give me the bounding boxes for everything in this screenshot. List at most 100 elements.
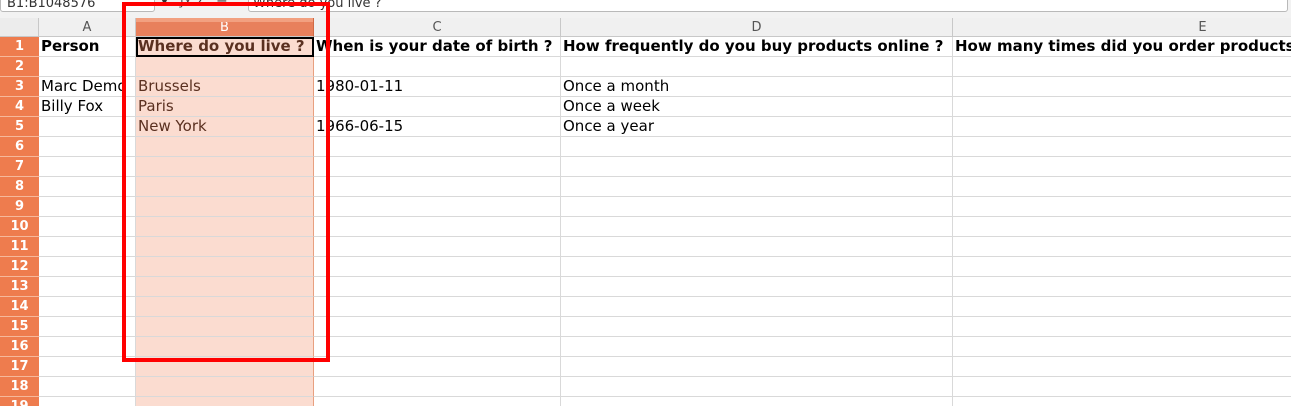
cell-e3[interactable] [953, 77, 1291, 97]
row-header-10[interactable]: 10 [0, 217, 39, 237]
cell-d13[interactable] [561, 277, 953, 297]
cell-b13[interactable] [136, 277, 314, 297]
cell-d16[interactable] [561, 337, 953, 357]
cell-d2[interactable] [561, 57, 953, 77]
cell-d1[interactable]: How frequently do you buy products onlin… [561, 37, 953, 57]
cell-a5[interactable] [39, 117, 136, 137]
cell-e18[interactable] [953, 377, 1291, 397]
cell-d19[interactable] [561, 397, 953, 406]
cell-a4[interactable]: Billy Fox [39, 97, 136, 117]
cell-b10[interactable] [136, 217, 314, 237]
cell-c12[interactable] [314, 257, 561, 277]
cell-b14[interactable] [136, 297, 314, 317]
cell-e15[interactable] [953, 317, 1291, 337]
cell-d12[interactable] [561, 257, 953, 277]
cell-a2[interactable] [39, 57, 136, 77]
cell-c6[interactable] [314, 137, 561, 157]
cell-e19[interactable] [953, 397, 1291, 406]
cell-a3[interactable]: Marc Demo [39, 77, 136, 97]
cell-a17[interactable] [39, 357, 136, 377]
cell-d7[interactable] [561, 157, 953, 177]
cell-e2[interactable] [953, 57, 1291, 77]
row-header-17[interactable]: 17 [0, 357, 39, 377]
row-header-12[interactable]: 12 [0, 257, 39, 277]
row-header-1[interactable]: 1 [0, 37, 39, 57]
cell-c13[interactable] [314, 277, 561, 297]
cell-b16[interactable] [136, 337, 314, 357]
cell-a14[interactable] [39, 297, 136, 317]
cell-b19[interactable] [136, 397, 314, 406]
row-header-13[interactable]: 13 [0, 277, 39, 297]
cell-e16[interactable] [953, 337, 1291, 357]
cell-d17[interactable] [561, 357, 953, 377]
cell-d8[interactable] [561, 177, 953, 197]
cell-d10[interactable] [561, 217, 953, 237]
cell-a6[interactable] [39, 137, 136, 157]
cell-b6[interactable] [136, 137, 314, 157]
cell-c14[interactable] [314, 297, 561, 317]
cell-e17[interactable] [953, 357, 1291, 377]
cell-e6[interactable] [953, 137, 1291, 157]
row-header-19[interactable]: 19 [0, 397, 39, 406]
cell-a13[interactable] [39, 277, 136, 297]
row-header-5[interactable]: 5 [0, 117, 39, 137]
select-all-corner[interactable] [0, 18, 39, 37]
cell-e9[interactable] [953, 197, 1291, 217]
cell-c7[interactable] [314, 157, 561, 177]
cell-c15[interactable] [314, 317, 561, 337]
cell-d18[interactable] [561, 377, 953, 397]
row-header-18[interactable]: 18 [0, 377, 39, 397]
row-header-4[interactable]: 4 [0, 97, 39, 117]
row-header-11[interactable]: 11 [0, 237, 39, 257]
row-header-15[interactable]: 15 [0, 317, 39, 337]
row-header-2[interactable]: 2 [0, 57, 39, 77]
column-header-a[interactable]: A [39, 18, 136, 37]
cell-c19[interactable] [314, 397, 561, 406]
column-header-b[interactable]: B [136, 18, 314, 37]
cell-d4[interactable]: Once a week [561, 97, 953, 117]
cell-c3[interactable]: 1980-01-11 [314, 77, 561, 97]
cell-b3[interactable]: Brussels [136, 77, 314, 97]
cell-b8[interactable] [136, 177, 314, 197]
cell-c4[interactable] [314, 97, 561, 117]
row-header-8[interactable]: 8 [0, 177, 39, 197]
row-header-9[interactable]: 9 [0, 197, 39, 217]
cell-b9[interactable] [136, 197, 314, 217]
row-header-6[interactable]: 6 [0, 137, 39, 157]
cell-b15[interactable] [136, 317, 314, 337]
cell-d9[interactable] [561, 197, 953, 217]
cell-d6[interactable] [561, 137, 953, 157]
row-header-3[interactable]: 3 [0, 77, 39, 97]
cell-e7[interactable] [953, 157, 1291, 177]
cell-b2[interactable] [136, 57, 314, 77]
formula-icon[interactable]: = [216, 0, 228, 8]
cell-c18[interactable] [314, 377, 561, 397]
row-header-7[interactable]: 7 [0, 157, 39, 177]
cell-d5[interactable]: Once a year [561, 117, 953, 137]
cell-d15[interactable] [561, 317, 953, 337]
name-box[interactable]: B1:B1048576 [0, 0, 155, 12]
column-header-e[interactable]: E [953, 18, 1291, 37]
cell-a7[interactable] [39, 157, 136, 177]
cell-e4[interactable] [953, 97, 1291, 117]
cell-a11[interactable] [39, 237, 136, 257]
cell-a19[interactable] [39, 397, 136, 406]
cell-d3[interactable]: Once a month [561, 77, 953, 97]
cell-a16[interactable] [39, 337, 136, 357]
cell-c10[interactable] [314, 217, 561, 237]
cell-c9[interactable] [314, 197, 561, 217]
cell-b7[interactable] [136, 157, 314, 177]
cell-b12[interactable] [136, 257, 314, 277]
sum-icon[interactable]: Σ [196, 0, 204, 8]
cell-a8[interactable] [39, 177, 136, 197]
cell-e11[interactable] [953, 237, 1291, 257]
cell-e5[interactable] [953, 117, 1291, 137]
column-header-d[interactable]: D [561, 18, 953, 37]
cell-a18[interactable] [39, 377, 136, 397]
cell-a10[interactable] [39, 217, 136, 237]
function-wizard-icon[interactable]: ƒx [180, 0, 192, 8]
cell-c8[interactable] [314, 177, 561, 197]
cell-c17[interactable] [314, 357, 561, 377]
cell-e12[interactable] [953, 257, 1291, 277]
cell-b5[interactable]: New York [136, 117, 314, 137]
